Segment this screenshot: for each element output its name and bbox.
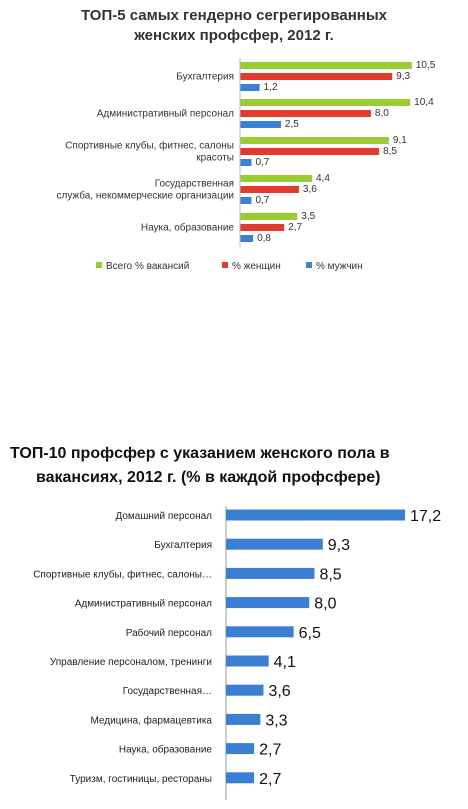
bar	[226, 626, 294, 638]
chart-2-title-line-2: вакансиях, 2012 г. (% в каждой профсфере…	[36, 469, 381, 486]
category-label: красоты	[196, 153, 234, 164]
data-label: 2,7	[288, 222, 302, 233]
category-label: Государственная…	[123, 686, 212, 697]
bar	[240, 186, 299, 193]
data-label: 10,4	[414, 97, 434, 108]
bar	[226, 772, 255, 784]
category-label: Наука, образование	[119, 744, 213, 756]
data-label: 3,5	[301, 211, 315, 222]
legend-swatch	[96, 262, 102, 268]
category-label: Бухгалтерия	[154, 540, 212, 551]
bar	[240, 148, 380, 155]
bar	[240, 137, 389, 144]
legend-swatch	[222, 262, 228, 268]
data-label: 17,2	[410, 508, 441, 525]
category-label: Домашний персонал	[115, 511, 212, 522]
bar	[226, 655, 269, 667]
category-label: Наука, образование	[141, 222, 235, 234]
bar	[240, 235, 254, 242]
data-label: 3,6	[268, 683, 290, 700]
bar	[240, 110, 371, 117]
data-label: 2,7	[259, 742, 281, 759]
chart-2-panel: ТОП-10 профсфер с указанием женского пол…	[0, 440, 468, 809]
legend-label: % женщин	[232, 261, 281, 272]
category-label: Туризм, гостиницы, рестораны	[70, 774, 212, 785]
chart-1-panel: ТОП-5 самых гендерно сегрегированных жен…	[0, 0, 468, 300]
data-label: 1,2	[264, 82, 278, 93]
bar	[240, 159, 252, 166]
chart-1-title-line-2: женских профсфер, 2012 г.	[134, 27, 334, 44]
data-label: 8,0	[375, 108, 389, 119]
data-label: 8,5	[383, 146, 397, 157]
chart-1-plot: Бухгалтерия 10,5 9,3 1,2 Административный пе…	[57, 58, 436, 272]
bar	[240, 224, 285, 231]
category-label: Управление персоналом, тренинги	[50, 657, 212, 668]
bar	[226, 538, 323, 550]
bar	[240, 84, 260, 91]
category-label: Государственная	[155, 179, 234, 190]
data-label: 0,7	[255, 157, 269, 168]
data-label: 3,6	[303, 184, 317, 195]
bar	[240, 213, 298, 220]
chart-2-plot: Домашний персонал 17,2 Бухгалтерия 9,3 Спорт…	[33, 506, 441, 800]
data-label: 8,0	[314, 596, 336, 613]
data-label: 4,4	[316, 173, 330, 184]
bar	[240, 197, 252, 204]
category-label: Спортивные клубы, фитнес, салоны…	[33, 568, 212, 580]
bar	[226, 743, 255, 755]
bar	[240, 99, 411, 106]
bar	[240, 121, 281, 128]
chart-1-title-line-1: ТОП-5 самых гендерно сегрегированных	[81, 7, 387, 24]
bar	[226, 567, 315, 579]
bar	[240, 175, 312, 182]
bar	[226, 597, 310, 609]
category-label: Рабочий персонал	[126, 627, 212, 639]
data-label: 9,1	[393, 135, 407, 146]
data-label: 9,3	[328, 537, 350, 554]
bar	[240, 62, 412, 69]
data-label: 10,5	[416, 60, 436, 71]
data-label: 0,8	[257, 233, 271, 244]
legend-swatch	[306, 262, 312, 268]
data-label: 6,5	[299, 625, 321, 642]
data-label: 9,3	[396, 71, 410, 82]
data-label: 4,1	[274, 654, 296, 671]
data-label: 0,7	[255, 195, 269, 206]
category-label: Медицина, фармацевтика	[90, 714, 212, 726]
chart-2-title-line-1: ТОП-10 профсфер с указанием женского пол…	[10, 445, 390, 462]
legend-label: % мужчин	[316, 261, 363, 272]
legend-label: Всего % вакансий	[106, 261, 189, 272]
category-label: служба, некоммерческие организации	[57, 190, 235, 202]
category-label: Административный персонал	[97, 109, 234, 120]
bar	[226, 684, 264, 696]
bar	[226, 713, 261, 725]
bar	[226, 509, 405, 521]
data-label: 2,5	[285, 119, 299, 130]
data-label: 3,3	[265, 712, 287, 729]
data-label: 8,5	[319, 566, 341, 583]
bar	[240, 73, 393, 80]
data-label: 2,7	[259, 771, 281, 788]
category-label: Бухгалтерия	[176, 72, 234, 83]
category-label: Спортивные клубы, фитнес, салоны	[65, 140, 234, 152]
category-label: Административный персонал	[75, 599, 212, 610]
